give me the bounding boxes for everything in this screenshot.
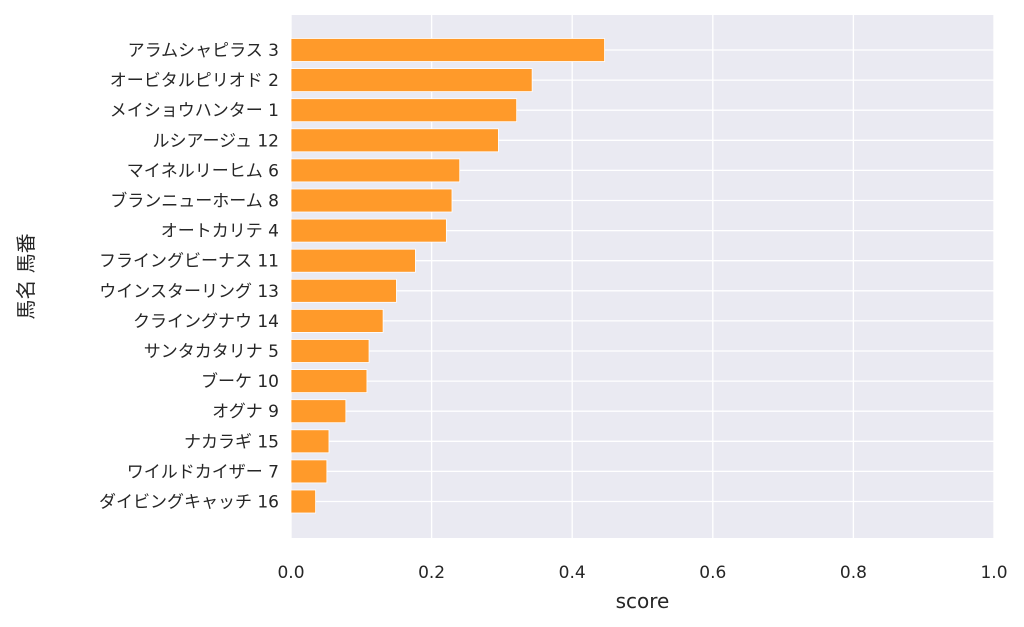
bar [290, 429, 330, 454]
bar [290, 248, 416, 273]
bars [290, 38, 605, 514]
y-tick-label: メイショウハンター 1 [110, 101, 279, 121]
y-tick-label: ナカラギ 15 [184, 432, 279, 452]
bar [290, 188, 453, 213]
y-tick-label: サンタカタリナ 5 [144, 342, 279, 362]
bar [290, 459, 328, 484]
y-tick-label: フライングビーナス 11 [99, 252, 279, 272]
plot-area [291, 15, 994, 538]
bar [290, 308, 384, 333]
y-tick-label: オービタルピリオド 2 [110, 71, 279, 91]
x-tick-label: 0.6 [699, 563, 726, 583]
y-tick-label: アラムシャピラス 3 [128, 41, 279, 61]
y-tick-label: ウインスターリング 13 [99, 282, 279, 302]
bar [290, 489, 317, 514]
y-tick-label: ブランニューホーム 8 [110, 191, 279, 212]
y-tick-label: ワイルドカイザー 7 [127, 462, 279, 482]
bar [290, 218, 447, 243]
bar [290, 399, 347, 424]
y-tick-label: マイネルリーヒム 6 [127, 161, 279, 181]
y-tick-label: ブーケ 10 [201, 371, 279, 392]
bar [290, 278, 397, 303]
y-tick-label: ルシアージュ 12 [153, 131, 280, 151]
y-tick-labels: アラムシャピラス 3 オービタルピリオド 2 メイショウハンター 1 ルシアージュ 1… [99, 41, 279, 513]
bar [290, 158, 461, 183]
x-tick-labels: 0.0 0.2 0.4 0.6 0.8 1.0 [277, 563, 1007, 583]
bar [290, 98, 518, 123]
x-tick-label: 0.2 [418, 563, 445, 583]
bar [290, 339, 370, 363]
bar [290, 369, 368, 394]
x-axis-title: score [616, 589, 670, 613]
x-tick-label: 0.4 [559, 563, 586, 583]
y-tick-label: クライングナウ 14 [133, 312, 279, 332]
x-tick-label: 0.0 [277, 563, 304, 583]
bar [290, 68, 533, 92]
x-tick-label: 1.0 [980, 563, 1007, 583]
bar [290, 128, 499, 153]
y-tick-label: ダイビングキャッチ 16 [99, 493, 279, 513]
bar [290, 38, 605, 62]
y-tick-label: オートカリテ 4 [161, 222, 279, 242]
y-axis-title: 馬名 馬番 [14, 233, 38, 319]
x-tick-label: 0.8 [840, 563, 867, 583]
y-tick-label: オグナ 9 [212, 402, 279, 422]
